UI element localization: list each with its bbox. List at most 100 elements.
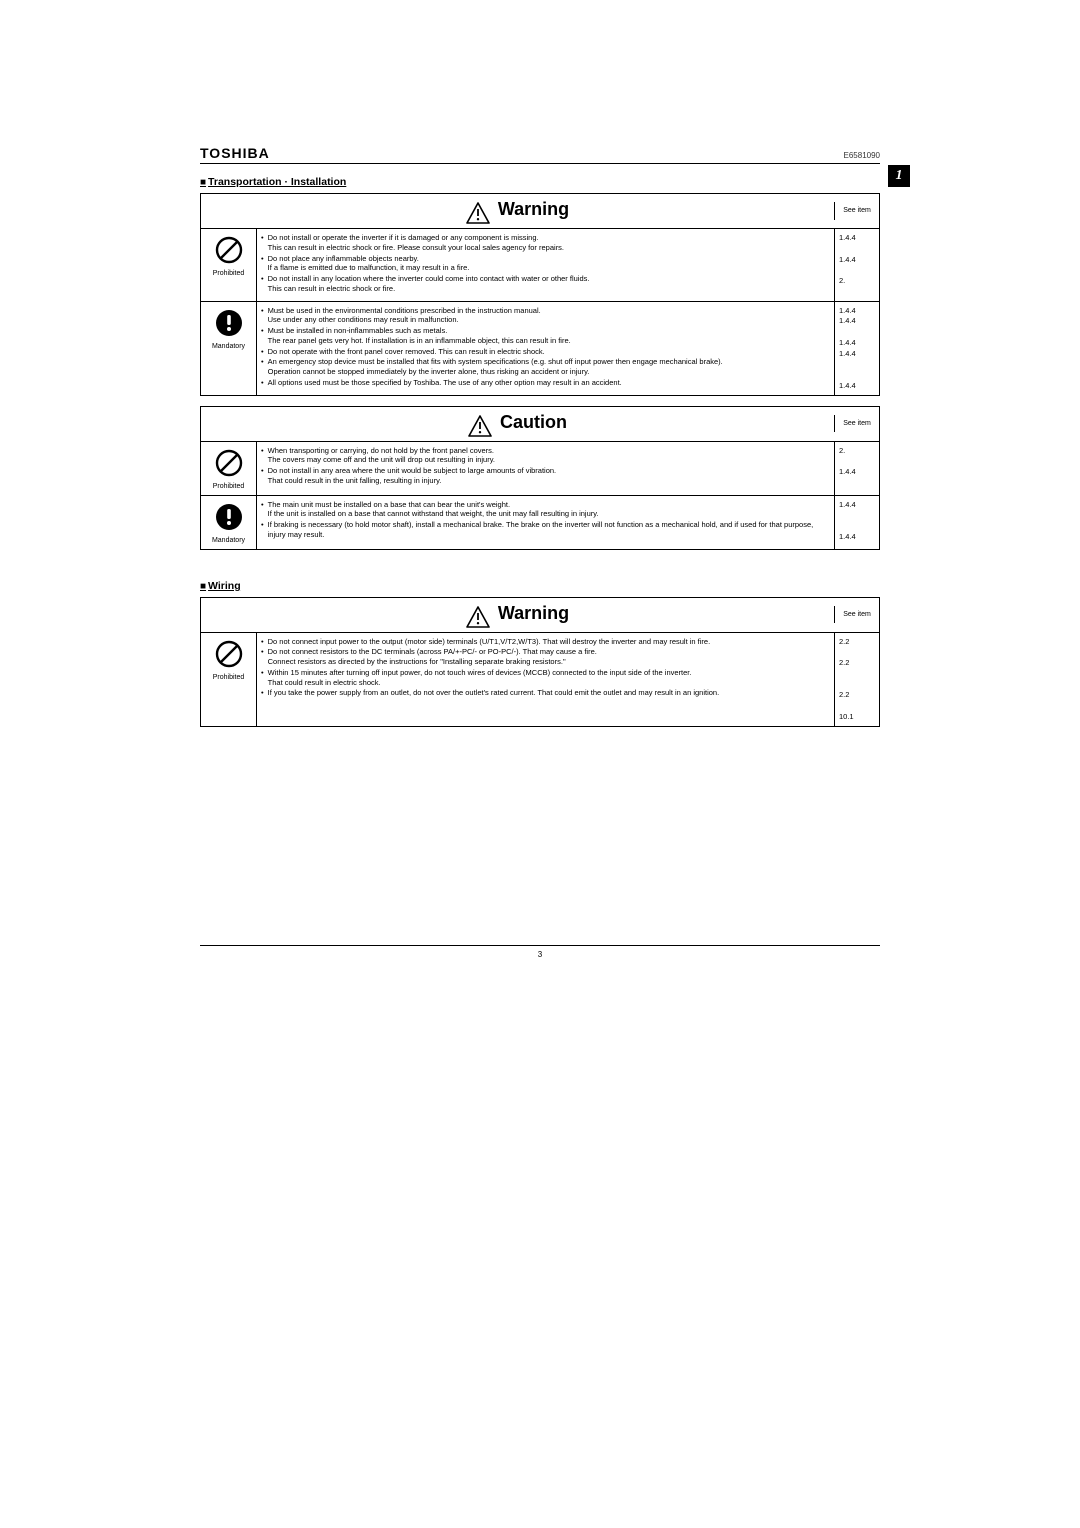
safety-item: •The main unit must be installed on a ba… <box>261 500 828 520</box>
bullet-icon: • <box>261 647 264 667</box>
safety-item-text: Do not operate with the front panel cove… <box>268 347 828 357</box>
ref-value: 2.2 <box>839 658 875 668</box>
ref-value: 1.4.4 <box>839 500 875 510</box>
ref-value <box>839 359 875 369</box>
ref-value: 1.4.4 <box>839 381 875 391</box>
mandatory-icon <box>214 502 244 532</box>
page-header: TOSHIBA E6581090 <box>200 145 880 164</box>
ref-value <box>839 327 875 337</box>
safety-item: •If braking is necessary (to hold motor … <box>261 520 828 540</box>
safety-item-text: Must be used in the environmental condit… <box>268 306 828 326</box>
safety-item-text: The main unit must be installed on a bas… <box>268 500 828 520</box>
bullet-icon: • <box>261 688 264 698</box>
ref-value: 1.4.4 <box>839 306 875 316</box>
ref-value <box>839 510 875 520</box>
safety-item: •An emergency stop device must be instal… <box>261 357 828 377</box>
ref-value: 1.4.4 <box>839 233 875 243</box>
row-icon-label: Prohibited <box>213 269 245 278</box>
ref-value <box>839 370 875 380</box>
bullet-icon: • <box>261 500 264 520</box>
ref-value <box>839 701 875 711</box>
safety-item: •If you take the power supply from an ou… <box>261 688 828 698</box>
safety-row: Mandatory •The main unit must be installe… <box>201 495 879 549</box>
brand-logo: TOSHIBA <box>200 145 270 161</box>
ref-value: 2.2 <box>839 637 875 647</box>
safety-item-text: Do not install in any location where the… <box>268 274 828 294</box>
safety-item-text: If braking is necessary (to hold motor s… <box>268 520 828 540</box>
section-marker-icon: ■ <box>200 581 206 592</box>
row-items: •Do not install or operate the inverter … <box>257 229 834 301</box>
bullet-icon: • <box>261 668 264 688</box>
row-items: •Must be used in the environmental condi… <box>257 302 834 395</box>
section-title: ■Transportation · Installation <box>200 176 880 188</box>
page-number: 3 <box>200 950 880 959</box>
see-item-header: See item <box>834 415 879 432</box>
bullet-icon: • <box>261 274 264 294</box>
warning-triangle-icon <box>466 606 490 628</box>
safety-box-header: Caution See item <box>201 407 879 441</box>
safety-box-title: Warning <box>498 199 569 219</box>
safety-item-text: Do not place any inflammable objects nea… <box>268 254 828 274</box>
safety-row: Prohibited •When transporting or carrying… <box>201 441 879 495</box>
row-refs: 1.4.4 1.4.4 <box>834 496 879 549</box>
bullet-icon: • <box>261 446 264 466</box>
safety-item: •Do not install in any location where th… <box>261 274 828 294</box>
warning-triangle-icon <box>468 415 492 437</box>
ref-value <box>839 647 875 657</box>
bullet-icon: • <box>261 357 264 377</box>
row-icon-cell: Mandatory <box>201 496 256 549</box>
safety-box-header: WarningSee item <box>201 598 879 632</box>
row-icon-label: Prohibited <box>213 482 245 491</box>
row-refs: 2. 1.4.4 <box>834 442 879 495</box>
ref-value: 2.2 <box>839 690 875 700</box>
prohibited-icon <box>214 639 244 669</box>
safety-box: CautionSee itemProhibited•When transport… <box>200 406 880 550</box>
safety-box: WarningSee itemProhibited•Do not install… <box>200 193 880 396</box>
safety-row: Prohibited•Do not connect input power to… <box>201 632 879 726</box>
row-icon-cell: Prohibited <box>201 633 256 726</box>
bullet-icon: • <box>261 233 264 253</box>
safety-item: • Do not operate with the front panel cov… <box>261 347 828 357</box>
safety-item-text: Must be installed in non-inflammables su… <box>268 326 828 346</box>
row-icon-cell: Prohibited <box>201 442 256 495</box>
bullet-icon: • <box>261 254 264 274</box>
safety-item: •Do not place any inflammable objects ne… <box>261 254 828 274</box>
safety-item-text: Do not install in any area where the uni… <box>268 466 828 486</box>
ref-value: 2. <box>839 276 875 286</box>
row-items: •The main unit must be installed on a ba… <box>257 496 834 549</box>
ref-value: 10.1 <box>839 712 875 722</box>
bullet-icon: • <box>261 326 264 346</box>
prohibited-icon <box>214 235 244 265</box>
prohibited-icon <box>214 448 244 478</box>
safety-item-text: When transporting or carrying, do not ho… <box>268 446 828 466</box>
see-item-header: See item <box>834 202 879 219</box>
document-page: TOSHIBA E6581090 1 ■Transportation · Ins… <box>200 0 880 959</box>
safety-item-text: Do not connect input power to the output… <box>268 637 828 647</box>
warning-triangle-icon <box>466 202 490 224</box>
safety-item-text: Do not install or operate the inverter i… <box>268 233 828 253</box>
row-items: •When transporting or carrying, do not h… <box>257 442 834 495</box>
bullet-icon: • <box>261 347 264 357</box>
section-marker-icon: ■ <box>200 177 206 188</box>
ref-value: 1.4.4 <box>839 349 875 359</box>
safety-item: •Must be installed in non-inflammables s… <box>261 326 828 346</box>
ref-value <box>839 669 875 679</box>
see-item-header: See item <box>834 606 879 623</box>
bullet-icon: • <box>261 466 264 486</box>
safety-item: •Do not install or operate the inverter … <box>261 233 828 253</box>
safety-item: •Do not connect input power to the outpu… <box>261 637 828 647</box>
ref-value: 1.4.4 <box>839 316 875 326</box>
row-items: • Do not connect input power to the outpu… <box>257 633 834 726</box>
safety-item-text: An emergency stop device must be install… <box>268 357 828 377</box>
ref-value: 1.4.4 <box>839 338 875 348</box>
row-icon-label: Mandatory <box>212 536 245 545</box>
row-refs: 1.4.41.4.4 1.4.41.4.4 1.4.4 <box>834 302 879 395</box>
safety-row: Mandatory•Must be used in the environmen… <box>201 301 879 395</box>
ref-value: 2. <box>839 446 875 456</box>
safety-box-title: Caution <box>500 412 567 432</box>
safety-item: •All options used must be those specifie… <box>261 378 828 388</box>
ref-value: 1.4.4 <box>839 532 875 542</box>
mandatory-icon <box>214 308 244 338</box>
safety-item: •Do not connect resistors to the DC term… <box>261 647 828 667</box>
row-icon-cell: Mandatory <box>201 302 256 395</box>
